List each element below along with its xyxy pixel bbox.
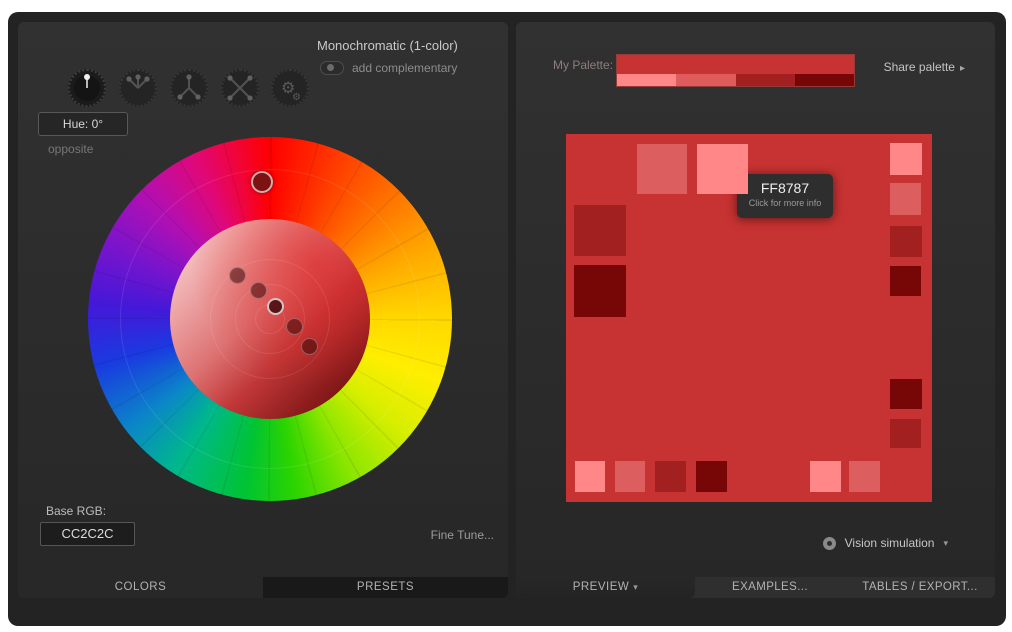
tooltip-hex: FF8787 (760, 180, 810, 196)
opposite-label[interactable]: opposite (48, 142, 94, 156)
chevron-down-icon: ▾ (943, 537, 948, 548)
shade-marker[interactable] (229, 267, 246, 284)
color-tooltip[interactable]: FF8787 Click for more info (737, 174, 833, 218)
my-palette-label: My Palette: (553, 58, 614, 72)
preview-swatch[interactable] (890, 419, 921, 448)
preview-swatch[interactable] (637, 144, 687, 194)
preview-swatch[interactable] (575, 461, 605, 492)
tab-preview[interactable]: PREVIEW ▾ (516, 577, 695, 598)
tab-tables-export[interactable]: TABLES / EXPORT... (862, 581, 978, 593)
palette-shade-swatch[interactable] (735, 74, 795, 86)
preview-swatch[interactable] (890, 143, 922, 175)
shade-marker[interactable] (286, 318, 303, 335)
disc-guide-circle (235, 284, 305, 354)
palette-shade-swatch[interactable] (617, 74, 677, 86)
my-palette-strip[interactable] (616, 54, 855, 87)
preview-swatch[interactable] (890, 226, 922, 257)
tab-presets[interactable]: PRESETS (263, 577, 508, 598)
preview-swatch[interactable] (890, 183, 921, 215)
palette-shade-swatch[interactable] (794, 74, 854, 86)
tooltip-hint: Click for more info (748, 198, 822, 208)
triad-scheme-icon[interactable] (170, 69, 208, 107)
scheme-panel: ⚙ ⚙ Monochromatic (1-color) add compleme… (18, 22, 508, 598)
preview-swatch[interactable] (574, 205, 626, 256)
fine-tune-link[interactable]: Fine Tune... (430, 528, 494, 542)
add-complementary-label: add complementary (352, 61, 458, 75)
base-rgb-label: Base RGB: (46, 504, 107, 518)
preview-panel-body: My Palette: Share palette ▸ FF8787 Click … (516, 22, 995, 577)
tab-examples[interactable]: EXAMPLES... (732, 581, 808, 593)
add-complementary-toggle[interactable] (320, 61, 344, 75)
preview-swatch[interactable] (810, 461, 841, 492)
vision-simulation-label: Vision simulation (844, 536, 935, 550)
adjacent-scheme-icon[interactable] (119, 69, 157, 107)
share-palette-link[interactable]: Share palette ▸ (884, 60, 965, 74)
share-palette-label: Share palette (883, 60, 955, 74)
shade-marker-active[interactable] (267, 298, 284, 315)
preview-swatch[interactable] (615, 461, 645, 492)
share-arrow-icon: ▸ (959, 63, 965, 74)
palette-shade-row (617, 74, 854, 86)
app-frame: ⚙ ⚙ Monochromatic (1-color) add compleme… (8, 12, 1006, 626)
chevron-down-icon: ▾ (633, 582, 639, 592)
tetrad-scheme-icon[interactable] (221, 69, 259, 107)
palette-shade-swatch[interactable] (676, 74, 736, 86)
preview-panel: My Palette: Share palette ▸ FF8787 Click … (516, 22, 995, 598)
shade-marker[interactable] (301, 338, 318, 355)
preview-swatch[interactable] (890, 266, 921, 296)
wheel-guide-circle (120, 169, 420, 469)
eye-icon (822, 536, 836, 550)
freestyle-scheme-icon[interactable]: ⚙ ⚙ (271, 69, 309, 107)
preview-swatch[interactable] (574, 265, 626, 317)
vision-simulation-dropdown[interactable]: Vision simulation ▾ (822, 536, 948, 550)
disc-guide-circle (210, 259, 330, 379)
shade-marker[interactable] (250, 282, 267, 299)
hue-input[interactable]: Hue: 0° (38, 112, 128, 136)
preview-canvas[interactable]: FF8787 Click for more info (566, 134, 932, 502)
preview-swatch[interactable] (890, 379, 922, 409)
monochromatic-scheme-icon[interactable] (68, 69, 106, 107)
preview-swatch[interactable] (696, 461, 727, 492)
preview-swatch[interactable] (697, 144, 748, 194)
base-rgb-input[interactable]: CC2C2C (40, 522, 135, 546)
preview-swatch[interactable] (849, 461, 880, 492)
tab-colors[interactable]: COLORS (18, 577, 263, 598)
tab-preview-label: PREVIEW (572, 581, 630, 593)
palette-base-bar[interactable] (617, 55, 854, 74)
scheme-title: Monochromatic (1-color) (317, 38, 458, 53)
svg-text:⚙: ⚙ (281, 80, 295, 97)
preview-swatch[interactable] (655, 461, 686, 492)
svg-text:⚙: ⚙ (292, 92, 301, 103)
hue-marker[interactable] (251, 171, 273, 193)
